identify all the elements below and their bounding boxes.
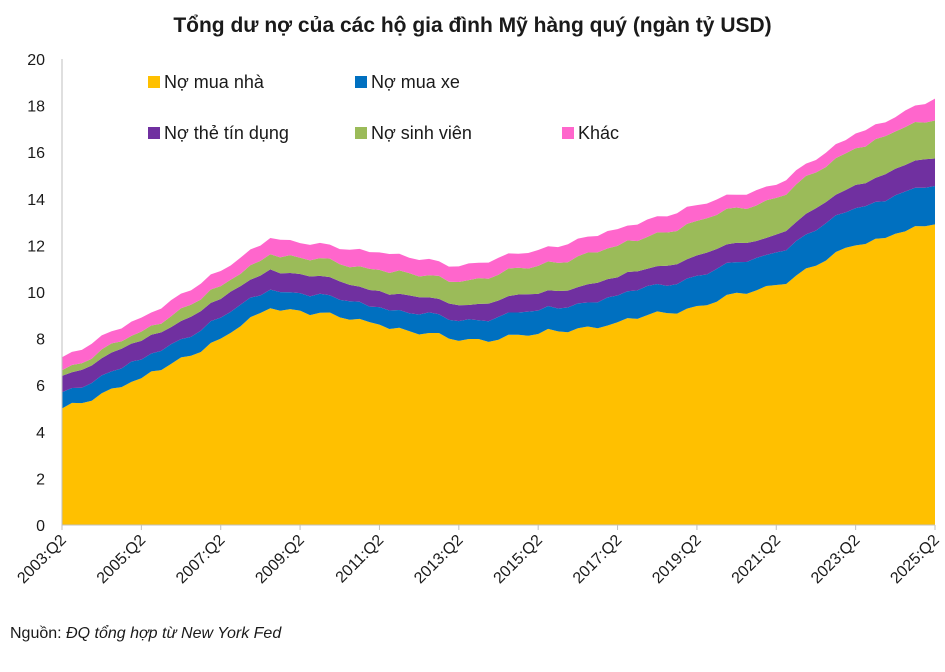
source-note: Nguồn: ĐQ tổng hợp từ New York Fed — [10, 625, 281, 643]
x-tick-label: 2021:Q2 — [729, 532, 784, 587]
legend-swatch-5 — [562, 127, 574, 139]
legend-swatch-2 — [355, 76, 367, 88]
area-series-1 — [62, 224, 935, 525]
x-tick-label: 2023:Q2 — [808, 532, 863, 587]
x-tick-label: 2009:Q2 — [252, 532, 307, 587]
x-tick-label: 2015:Q2 — [491, 532, 546, 587]
y-tick-label: 20 — [27, 52, 45, 69]
y-tick-label: 18 — [27, 99, 45, 116]
x-tick-label: 2005:Q2 — [94, 532, 149, 587]
y-tick-label: 4 — [36, 425, 45, 442]
legend-swatch-1 — [148, 76, 160, 88]
legend-label-4: Nợ sinh viên — [371, 123, 472, 143]
legend: Nợ mua nhà Nợ mua xe Nợ thẻ tín dụng Nợ sin… — [148, 72, 619, 143]
y-tick-label: 14 — [27, 192, 45, 209]
y-tick-label: 12 — [27, 238, 45, 255]
x-tick-label: 2011:Q2 — [333, 532, 388, 587]
x-axis-ticks: 2003:Q2 2005:Q2 2007:Q2 2009:Q2 2011:Q2 2013:… — [14, 525, 943, 587]
legend-label-5: Khác — [578, 123, 619, 143]
y-tick-label: 6 — [36, 378, 45, 395]
y-tick-label: 10 — [27, 285, 45, 302]
y-tick-label: 8 — [36, 332, 45, 349]
y-axis-ticks: 0 2 4 6 8 10 12 14 16 18 20 — [27, 52, 45, 535]
x-tick-label: 2007:Q2 — [173, 532, 228, 587]
x-tick-label: 2013:Q2 — [411, 532, 466, 587]
legend-label-2: Nợ mua xe — [371, 72, 460, 92]
legend-swatch-3 — [148, 127, 160, 139]
y-tick-label: 2 — [36, 471, 45, 488]
y-tick-label: 0 — [36, 518, 45, 535]
x-tick-label: 2025:Q2 — [887, 532, 942, 587]
axes — [61, 59, 935, 526]
x-tick-label: 2017:Q2 — [570, 532, 625, 587]
chart-title: Tổng dư nợ của các hộ gia đình Mỹ hàng q… — [173, 14, 772, 37]
x-tick-label: 2003:Q2 — [14, 532, 69, 587]
y-tick-label: 16 — [27, 145, 45, 162]
source-label: Nguồn: — [10, 625, 62, 642]
legend-label-1: Nợ mua nhà — [164, 72, 265, 92]
stacked-areas — [62, 98, 935, 525]
source-text: ĐQ tổng hợp từ New York Fed — [66, 625, 282, 642]
legend-swatch-4 — [355, 127, 367, 139]
x-tick-label: 2019:Q2 — [649, 532, 704, 587]
legend-label-3: Nợ thẻ tín dụng — [164, 123, 289, 143]
